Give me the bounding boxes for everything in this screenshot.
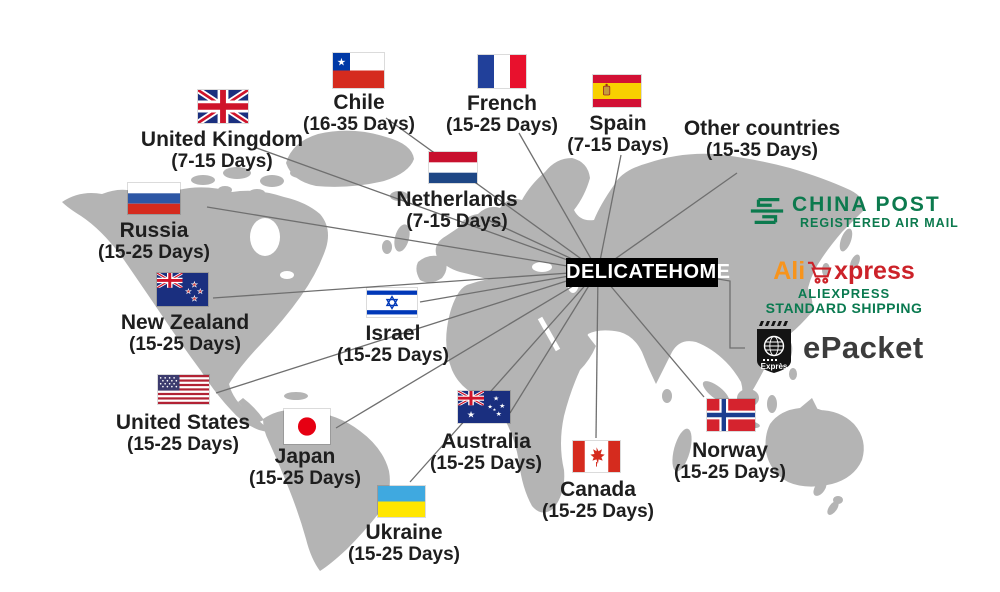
label-other-countries: Other countries (15-35 Days) <box>642 117 882 162</box>
aliexpress-standard-shipping: STANDARD SHIPPING <box>765 300 923 316</box>
country-name: French <box>466 92 537 115</box>
svg-text:★: ★ <box>191 294 198 303</box>
label-russia: Russia (15-25 Days) <box>54 219 254 264</box>
country-days: (15-25 Days) <box>348 544 460 565</box>
label-united-kingdom: United Kingdom (7-15 Days) <box>92 128 352 173</box>
country-name: Japan <box>274 445 336 468</box>
chile-flag-icon: ★ <box>333 53 384 88</box>
australia-flag-icon: ★ ★ ★ ★ ★ ★ <box>458 391 510 423</box>
japan-flag-icon <box>284 409 330 444</box>
china-post-logo: CHINA POST REGISTERED AIR MAIL <box>748 194 959 230</box>
svg-text:★: ★ <box>493 395 499 403</box>
country-days: (15-25 Days) <box>98 242 210 263</box>
country-days: (15-25 Days) <box>430 453 542 474</box>
label-japan: Japan (15-25 Days) <box>205 445 405 490</box>
label-israel: Israel (15-25 Days) <box>293 322 493 367</box>
epacket-logo: Exprès ePacket <box>755 321 924 375</box>
china-post-emblem-icon <box>750 197 784 225</box>
label-french: French (15-25 Days) <box>402 92 602 137</box>
epacket-badge-icon: Exprès <box>757 321 791 373</box>
ukraine-flag-icon <box>378 486 425 517</box>
country-days: (15-25 Days) <box>674 462 786 483</box>
country-days: (15-25 Days) <box>129 334 241 355</box>
aliexpress-ali-text: Ali <box>773 257 806 285</box>
country-days: (15-25 Days) <box>337 345 449 366</box>
country-name: Israel <box>365 322 421 345</box>
aliexpress-xpress-text: xpress <box>834 257 915 285</box>
united-states-flag-icon <box>158 375 209 404</box>
united-kingdom-flag-icon <box>198 90 248 123</box>
spain-flag-icon <box>593 75 641 107</box>
country-days: (15-25 Days) <box>446 115 558 136</box>
country-days: (15-35 Days) <box>706 140 818 161</box>
svg-text:★: ★ <box>496 410 502 418</box>
country-name: United States <box>115 411 251 434</box>
label-new-zealand: New Zealand (15-25 Days) <box>85 311 285 356</box>
france-flag-icon <box>478 55 526 88</box>
label-united-states: United States (15-25 Days) <box>83 411 283 456</box>
norway-flag-icon <box>707 399 755 431</box>
label-norway: Norway (15-25 Days) <box>630 439 830 484</box>
epacket-title: ePacket <box>803 330 924 365</box>
svg-text:★: ★ <box>499 402 505 410</box>
country-name: Australia <box>441 430 531 453</box>
country-name: Other countries <box>683 117 841 140</box>
country-days: (16-35 Days) <box>303 114 415 135</box>
label-canada: Canada (15-25 Days) <box>498 478 698 523</box>
svg-text:Exprès: Exprès <box>761 362 788 371</box>
netherlands-flag-icon <box>429 152 477 183</box>
country-days: (7-15 Days) <box>406 211 508 232</box>
label-chile: Chile (16-35 Days) <box>259 91 459 136</box>
svg-text:★: ★ <box>337 57 346 69</box>
new-zealand-flag-icon: ★ ★ ★ ★ <box>157 273 208 306</box>
label-ukraine: Ukraine (15-25 Days) <box>304 521 504 566</box>
china-post-title: CHINA POST <box>792 193 941 216</box>
svg-text:★: ★ <box>197 288 203 296</box>
country-name: Canada <box>560 478 636 501</box>
cart-icon <box>808 261 832 284</box>
svg-text:★: ★ <box>191 280 198 289</box>
country-days: (15-25 Days) <box>542 501 654 522</box>
country-name: Netherlands <box>396 188 518 211</box>
israel-flag-icon <box>367 288 417 317</box>
country-name: United Kingdom <box>140 128 304 151</box>
country-name: New Zealand <box>120 311 250 334</box>
delicatehome-badge: DELICATEHOME <box>566 258 730 287</box>
country-name: Chile <box>333 91 385 114</box>
svg-text:★: ★ <box>467 410 476 421</box>
label-spain: Spain (7-15 Days) <box>518 112 718 157</box>
country-days: (15-25 Days) <box>127 434 239 455</box>
aliexpress-logo: Ali xpress ALIEXPRESS STANDARD SHIPPING <box>754 257 934 316</box>
country-days: (7-15 Days) <box>567 135 669 156</box>
canada-flag-icon <box>573 441 620 472</box>
country-name: Norway <box>692 439 768 462</box>
russia-flag-icon <box>128 183 180 214</box>
china-post-subtitle: REGISTERED AIR MAIL <box>800 216 959 230</box>
label-australia: Australia (15-25 Days) <box>386 430 586 475</box>
svg-text:★: ★ <box>185 288 191 296</box>
label-netherlands: Netherlands (7-15 Days) <box>357 188 557 233</box>
country-days: (7-15 Days) <box>171 151 273 172</box>
country-days: (15-25 Days) <box>249 468 361 489</box>
aliexpress-subtitle: ALIEXPRESS <box>797 286 891 301</box>
svg-text:★: ★ <box>487 404 492 411</box>
country-name: Ukraine <box>365 521 443 544</box>
country-name: Russia <box>119 219 189 242</box>
country-name: Spain <box>589 112 647 135</box>
svg-text:★: ★ <box>492 407 496 412</box>
